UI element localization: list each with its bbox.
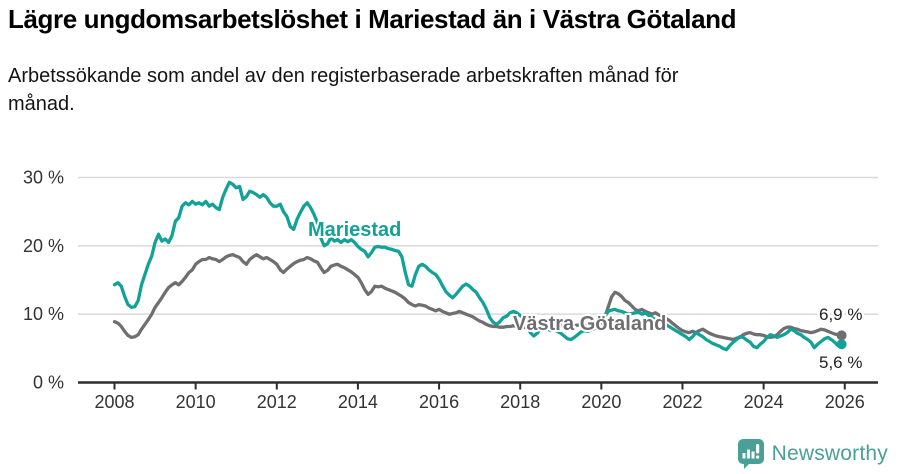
brand-footer: Newsworthy — [737, 439, 888, 469]
series-end-dot — [836, 330, 847, 341]
x-tick-label: 2008 — [94, 392, 134, 412]
series-end-value-label: 5,6 % — [819, 353, 862, 372]
x-tick-label: 2020 — [581, 392, 621, 412]
x-tick-label: 2014 — [338, 392, 378, 412]
x-tick-label: 2010 — [176, 392, 216, 412]
series-end-dot — [836, 339, 847, 350]
x-tick-label: 2026 — [825, 392, 865, 412]
y-tick-label: 0 % — [33, 373, 64, 393]
y-tick-label: 10 % — [23, 304, 64, 324]
page-title: Lägre ungdomsarbetslöshet i Mariestad än… — [8, 4, 737, 34]
y-tick-label: 20 % — [23, 236, 64, 256]
newsworthy-logo-icon — [737, 439, 764, 469]
series-line-0 — [112, 180, 844, 352]
series-label: Mariestad — [308, 219, 401, 241]
chart-subtitle: Arbetssökande som andel av den registerb… — [8, 65, 679, 115]
x-tick-label: 2022 — [662, 392, 702, 412]
x-tick-label: 2016 — [419, 392, 459, 412]
x-tick-label: 2012 — [257, 392, 297, 412]
x-tick-label: 2024 — [744, 392, 784, 412]
series-label: Västra Götaland — [513, 313, 666, 335]
line-chart: 2008 2010 2012 2014 2016 2018 2020 2022 2024 2026… — [23, 168, 878, 412]
brand-name: Newsworthy — [771, 442, 888, 465]
series-end-value-label: 6,9 % — [819, 305, 862, 324]
y-tick-label: 30 % — [23, 168, 64, 188]
series-line-1 — [112, 253, 844, 342]
x-tick-label: 2018 — [500, 392, 540, 412]
